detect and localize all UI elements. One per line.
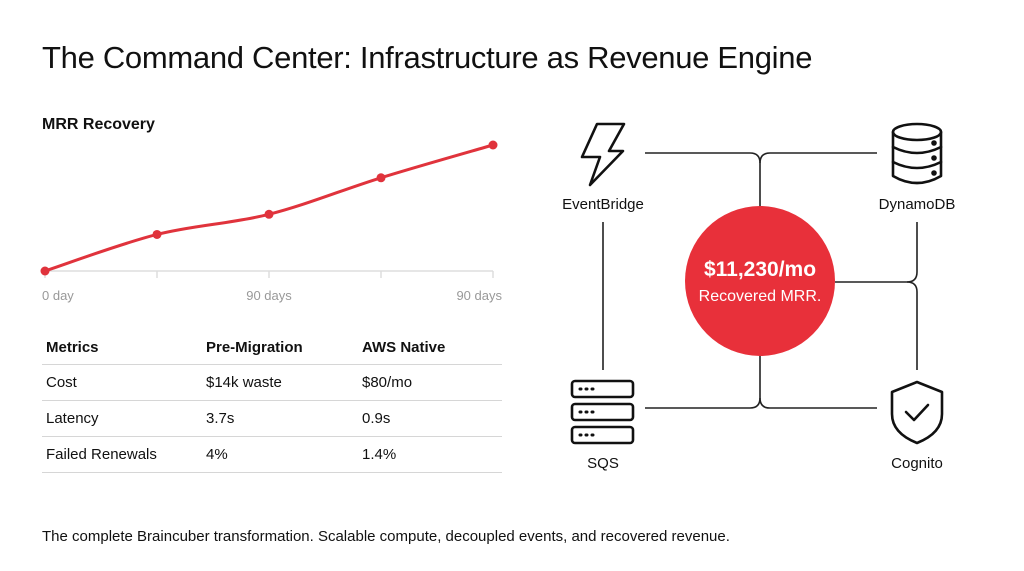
server-stack-icon xyxy=(570,379,635,445)
x-tick-label: 90 days xyxy=(246,288,292,303)
data-point xyxy=(152,229,162,239)
table-cell: $80/mo xyxy=(358,364,502,401)
page-title: The Command Center: Infrastructure as Re… xyxy=(42,40,813,75)
table-cell: 3.7s xyxy=(202,400,358,437)
chart-title: MRR Recovery xyxy=(42,116,155,133)
table-cell: Cost xyxy=(42,364,202,401)
connector xyxy=(759,152,877,164)
data-point xyxy=(376,173,386,183)
connector xyxy=(906,281,918,370)
x-tick-label: 0 day xyxy=(42,288,74,303)
table-cell: $14k waste xyxy=(202,364,358,401)
footer-caption: The complete Braincuber transformation. … xyxy=(42,528,730,545)
connector-lines xyxy=(602,152,918,409)
metrics-table: Metrics Pre-Migration AWS Native Cost $1… xyxy=(42,330,502,473)
connector xyxy=(759,397,877,409)
table-row: Failed Renewals 4% 1.4% xyxy=(42,436,502,473)
column-header: Metrics xyxy=(42,330,202,365)
connector xyxy=(835,222,918,283)
table-header-row: Metrics Pre-Migration AWS Native xyxy=(42,330,502,365)
column-header: AWS Native xyxy=(358,330,502,365)
node-label-eventbridge: EventBridge xyxy=(562,196,644,213)
mrr-line-chart: 0 day 90 days 90 days xyxy=(40,140,502,303)
table-cell: Latency xyxy=(42,400,202,437)
node-label-sqs: SQS xyxy=(587,455,619,472)
recovered-mrr-label: Recovered MRR. xyxy=(698,288,822,305)
node-label-cognito: Cognito xyxy=(891,455,943,472)
lightning-icon xyxy=(580,122,626,187)
table-row: Cost $14k waste $80/mo xyxy=(42,364,502,401)
connector xyxy=(645,152,761,208)
data-point xyxy=(264,209,274,219)
table-row: Latency 3.7s 0.9s xyxy=(42,400,502,437)
data-point xyxy=(40,266,50,276)
x-tick-label: 90 days xyxy=(456,288,502,303)
recovered-mrr-circle: $11,230/mo Recovered MRR. xyxy=(685,206,835,356)
shield-check-icon xyxy=(890,380,944,445)
table-cell: 4% xyxy=(202,436,358,473)
database-icon xyxy=(891,122,943,185)
table-cell: Failed Renewals xyxy=(42,436,202,473)
connector xyxy=(645,355,761,409)
table-cell: 1.4% xyxy=(358,436,502,473)
column-header: Pre-Migration xyxy=(202,330,358,365)
data-point xyxy=(488,140,498,150)
node-label-dynamodb: DynamoDB xyxy=(878,196,956,213)
recovered-mrr-value: $11,230/mo xyxy=(703,258,817,281)
table-cell: 0.9s xyxy=(358,400,502,437)
